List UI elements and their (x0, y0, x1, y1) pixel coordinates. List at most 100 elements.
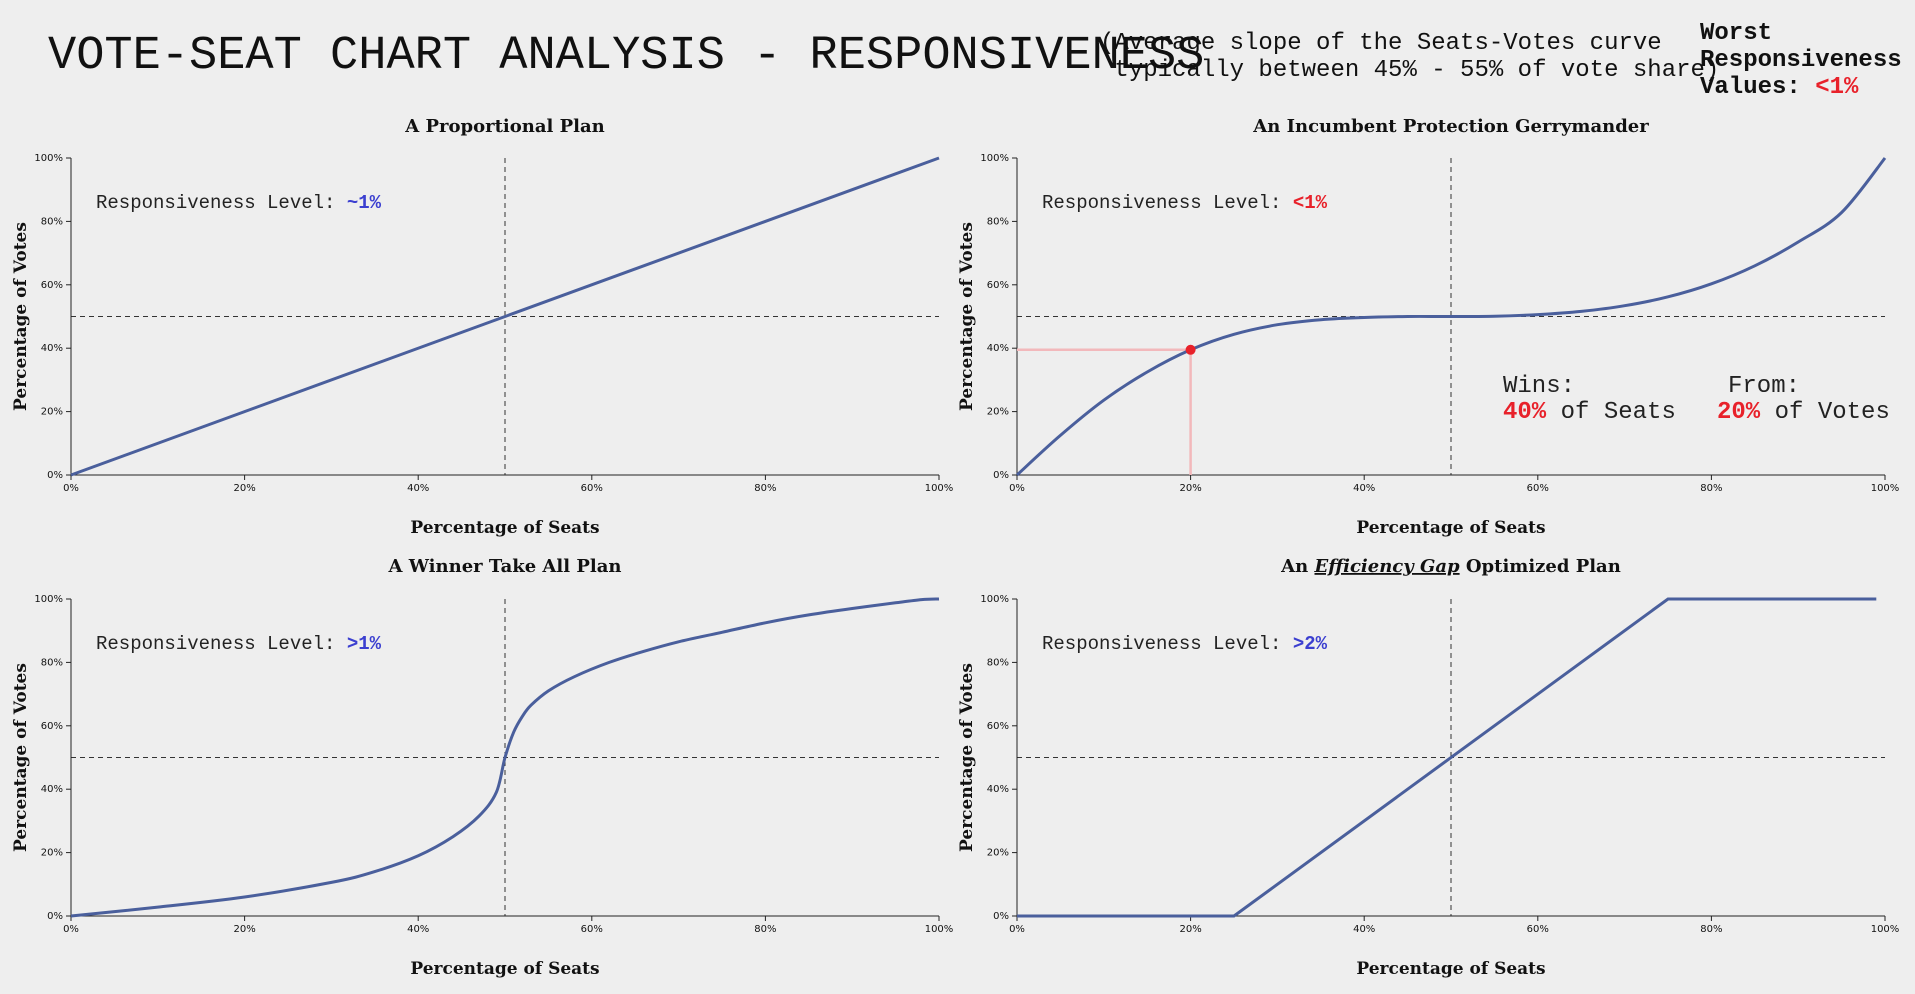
worst-responsiveness-note: Worst Responsiveness Values: <1% (1700, 20, 1902, 101)
responsiveness-label: Responsiveness Level: >2% (1042, 633, 1328, 655)
chart-title: An Incumbent Protection Gerrymander (1252, 116, 1649, 137)
chart-title-part: Efficiency Gap (1314, 556, 1461, 577)
wins-value: 40% (1503, 399, 1547, 426)
y-tick-label: 80% (41, 216, 63, 227)
worst-value: <1% (1815, 74, 1859, 101)
y-tick-label: 20% (987, 848, 1009, 859)
y-tick-label: 100% (34, 153, 63, 164)
x-tick-label: 20% (1179, 924, 1201, 935)
chart-title: A Proportional Plan (404, 116, 604, 137)
y-tick-label: 20% (987, 407, 1009, 418)
chart-title-part: A Proportional Plan (404, 116, 604, 137)
y-tick-label: 100% (980, 594, 1009, 605)
x-tick-label: 40% (407, 483, 429, 494)
from-value-line: 20% of Votes (1717, 399, 1890, 426)
series-line (1015, 157, 1887, 477)
chart-title-part: A Winner Take All Plan (388, 556, 622, 577)
x-tick-label: 40% (1353, 483, 1375, 494)
subtitle-line-1: (Average slope of the Seats-Votes curve (1100, 30, 1662, 57)
x-tick-label: 60% (581, 924, 603, 935)
wins-suffix: of Seats (1546, 399, 1676, 426)
x-tick-label: 100% (1871, 924, 1900, 935)
y-tick-label: 0% (993, 911, 1009, 922)
responsiveness-label: Responsiveness Level: >1% (96, 633, 382, 655)
responsiveness-value: ~1% (347, 192, 382, 214)
y-tick-label: 20% (41, 407, 63, 418)
x-tick-label: 0% (1009, 483, 1025, 494)
worst-line-1: Worst (1700, 20, 1773, 47)
y-tick-label: 80% (41, 657, 63, 668)
chart-panel-3: A Winner Take All Plan 0% 20% 40% 60% 80% 100%… (11, 556, 953, 979)
responsiveness-value: >1% (347, 633, 382, 655)
y-tick-label: 0% (47, 470, 63, 481)
x-tick-label: 80% (1700, 483, 1722, 494)
series-line (70, 156, 940, 477)
y-tick-label: 60% (987, 721, 1009, 732)
responsiveness-label: Responsiveness Level: <1% (1042, 192, 1328, 214)
y-tick-label: 40% (41, 343, 63, 354)
chart-title-part: An Incumbent Protection Gerrymander (1252, 116, 1649, 137)
chart-panel-1: A Proportional Plan 0% 20% 40% 60% 80% 100% 0% 2… (11, 116, 953, 538)
x-tick-label: 80% (754, 483, 776, 494)
y-axis-title: Percentage of Votes (11, 222, 31, 411)
wins-label: Wins: (1503, 373, 1575, 400)
responsiveness-label-text: Responsiveness Level: (96, 633, 347, 655)
chart-title: An Efficiency Gap Optimized Plan (1280, 556, 1621, 577)
chart-panel-4: An Efficiency Gap Optimized Plan 0% 20% 40%… (957, 556, 1899, 979)
x-tick-label: 60% (1527, 483, 1549, 494)
x-axis-title: Percentage of Seats (410, 518, 599, 538)
x-tick-label: 20% (1179, 483, 1201, 494)
series-line (70, 597, 940, 918)
y-tick-label: 60% (41, 721, 63, 732)
worst-line-3: Values: <1% (1700, 74, 1902, 101)
responsiveness-value: >2% (1293, 633, 1328, 655)
x-tick-label: 80% (1700, 924, 1722, 935)
subtitle-line-2: typically between 45% - 55% of vote shar… (1100, 57, 1720, 84)
page-subtitle: (Average slope of the Seats-Votes curve … (1100, 30, 1719, 84)
chart-panel-2: An Incumbent Protection Gerrymander 0% 20%… (957, 116, 1899, 538)
y-axis-title: Percentage of Votes (957, 222, 977, 411)
x-axis-title: Percentage of Seats (1356, 959, 1545, 979)
y-tick-label: 100% (34, 594, 63, 605)
x-tick-label: 20% (233, 924, 255, 935)
y-tick-label: 20% (41, 848, 63, 859)
y-tick-label: 60% (987, 280, 1009, 291)
x-tick-label: 0% (63, 483, 79, 494)
x-tick-label: 40% (1353, 924, 1375, 935)
chart-title-part: An (1280, 556, 1314, 577)
from-label: From: (1728, 373, 1800, 400)
y-tick-label: 0% (993, 470, 1009, 481)
y-tick-label: 80% (987, 657, 1009, 668)
y-tick-label: 100% (980, 153, 1009, 164)
wins-value-line: 40% of Seats (1503, 399, 1676, 426)
x-tick-label: 0% (1009, 924, 1025, 935)
x-tick-label: 100% (925, 483, 954, 494)
y-axis-title: Percentage of Votes (957, 663, 977, 852)
y-tick-label: 0% (47, 911, 63, 922)
highlight-point (1185, 344, 1196, 355)
worst-line-2: Responsiveness (1700, 47, 1902, 74)
y-tick-label: 40% (41, 784, 63, 795)
y-tick-label: 40% (987, 343, 1009, 354)
x-tick-label: 20% (233, 483, 255, 494)
x-tick-label: 40% (407, 924, 429, 935)
x-axis-title: Percentage of Seats (410, 959, 599, 979)
responsiveness-label-text: Responsiveness Level: (1042, 192, 1293, 214)
y-tick-label: 60% (41, 280, 63, 291)
x-tick-label: 100% (925, 924, 954, 935)
responsiveness-label-text: Responsiveness Level: (96, 192, 347, 214)
x-tick-label: 60% (1527, 924, 1549, 935)
x-tick-label: 60% (581, 483, 603, 494)
chart-title: A Winner Take All Plan (388, 556, 622, 577)
y-tick-label: 80% (987, 216, 1009, 227)
x-axis-title: Percentage of Seats (1356, 518, 1545, 538)
responsiveness-value: <1% (1293, 192, 1328, 214)
page-title: VOTE-SEAT CHART ANALYSIS - RESPONSIVENES… (48, 30, 1205, 83)
from-suffix: of Votes (1760, 399, 1890, 426)
from-value: 20% (1717, 399, 1761, 426)
responsiveness-label-text: Responsiveness Level: (1042, 633, 1293, 655)
x-tick-label: 0% (63, 924, 79, 935)
x-tick-label: 80% (754, 924, 776, 935)
series-line (1017, 597, 1877, 918)
